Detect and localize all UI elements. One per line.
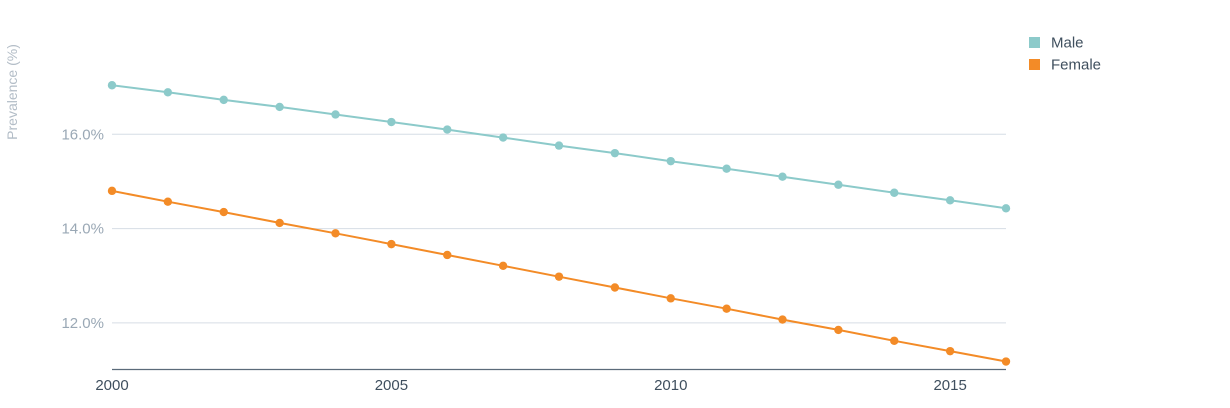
data-point-female[interactable] xyxy=(275,218,284,228)
data-point-female[interactable] xyxy=(163,197,173,206)
data-point-female[interactable] xyxy=(1001,357,1011,366)
legend-item-female[interactable]: Female xyxy=(1029,57,1101,74)
data-point-male[interactable] xyxy=(498,133,508,142)
y-axis-title: Prevalence (%) xyxy=(4,44,20,140)
legend: Male Female xyxy=(1029,35,1101,74)
data-point-female[interactable] xyxy=(722,304,731,313)
y-tick-label: 14.0% xyxy=(61,221,104,238)
data-point-female[interactable] xyxy=(219,207,228,217)
y-tick-label: 12.0% xyxy=(61,315,104,332)
x-tick-label: 2015 xyxy=(933,377,966,394)
legend-swatch xyxy=(1029,37,1040,48)
data-point-female[interactable] xyxy=(666,294,675,303)
legend-label: Female xyxy=(1051,57,1101,74)
data-point-male[interactable] xyxy=(778,172,787,181)
legend-label: Male xyxy=(1051,35,1084,52)
data-point-male[interactable] xyxy=(554,141,564,150)
legend-swatch xyxy=(1029,59,1040,70)
data-point-female[interactable] xyxy=(610,283,620,292)
data-point-male[interactable] xyxy=(834,180,843,189)
legend-item-male[interactable]: Male xyxy=(1029,35,1084,52)
data-point-male[interactable] xyxy=(107,81,117,90)
data-point-female[interactable] xyxy=(107,186,117,196)
x-tick-label: 2005 xyxy=(375,377,408,394)
series-male xyxy=(107,81,1011,213)
data-point-female[interactable] xyxy=(778,315,787,324)
data-point-male[interactable] xyxy=(722,164,731,173)
data-point-female[interactable] xyxy=(387,239,396,249)
data-point-female[interactable] xyxy=(554,272,564,281)
series-layer xyxy=(107,81,1011,366)
grid-layer xyxy=(112,133,1006,324)
data-point-male[interactable] xyxy=(219,95,228,105)
data-point-female[interactable] xyxy=(834,325,843,335)
x-tick-label: 2000 xyxy=(95,377,128,394)
data-point-male[interactable] xyxy=(163,88,173,97)
data-point-male[interactable] xyxy=(331,110,340,119)
data-point-male[interactable] xyxy=(666,156,675,166)
data-point-female[interactable] xyxy=(443,250,452,260)
data-point-male[interactable] xyxy=(945,196,955,205)
data-point-female[interactable] xyxy=(890,336,899,345)
axis-layer: 12.0% 14.0% 16.0% 2000 2005 2010 2015 Prevalenc… xyxy=(4,44,1006,394)
data-point-male[interactable] xyxy=(1001,204,1011,213)
y-tick-label: 16.0% xyxy=(61,126,104,143)
data-point-male[interactable] xyxy=(610,148,620,158)
x-tick-label: 2010 xyxy=(654,377,687,394)
data-point-male[interactable] xyxy=(275,102,284,112)
data-point-female[interactable] xyxy=(331,229,340,238)
data-point-female[interactable] xyxy=(498,261,508,271)
data-point-male[interactable] xyxy=(890,188,899,197)
data-point-male[interactable] xyxy=(387,117,396,127)
data-point-male[interactable] xyxy=(443,125,452,134)
data-point-female[interactable] xyxy=(945,346,955,356)
series-female xyxy=(107,186,1011,366)
